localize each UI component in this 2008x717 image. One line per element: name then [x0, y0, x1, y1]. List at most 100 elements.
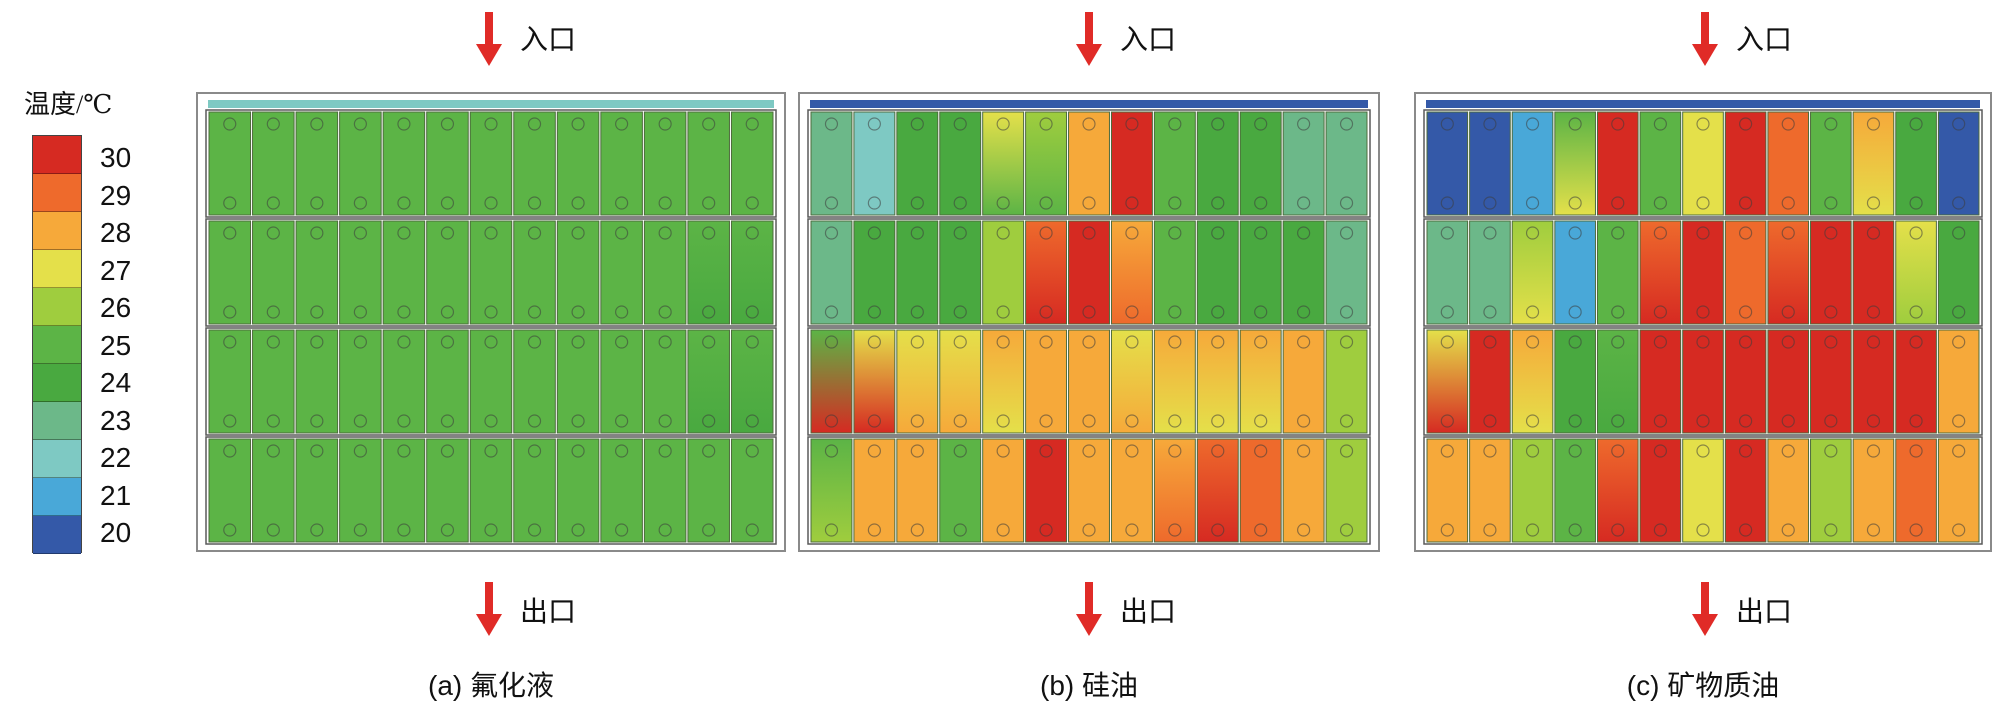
battery-cell: [853, 220, 896, 325]
battery-cell: [556, 111, 600, 216]
battery-cell: [1852, 329, 1895, 434]
legend-tick-label: 29: [100, 179, 132, 211]
terminal-icon: [702, 305, 716, 319]
battery-cell: [513, 220, 556, 325]
terminal-icon: [1483, 117, 1497, 131]
terminal-icon: [1696, 226, 1710, 240]
terminal-icon: [266, 444, 280, 458]
terminal-icon: [266, 117, 280, 131]
terminal-icon: [1824, 305, 1838, 319]
terminal-icon: [615, 523, 629, 537]
terminal-icon: [1483, 444, 1497, 458]
battery-cell: [600, 329, 643, 434]
terminal-icon: [266, 523, 280, 537]
battery-cell: [643, 438, 687, 543]
terminal-icon: [1440, 335, 1454, 349]
terminal-icon: [397, 305, 411, 319]
terminal-icon: [1082, 117, 1096, 131]
terminal-icon: [615, 305, 629, 319]
terminal-icon: [527, 414, 542, 428]
battery-cell: [1895, 329, 1937, 434]
terminal-icon: [1339, 226, 1354, 240]
terminal-icon: [223, 117, 237, 131]
battery-cell: [339, 111, 382, 216]
terminal-icon: [1739, 414, 1753, 428]
terminal-icon: [1339, 305, 1354, 319]
terminal-icon: [1525, 523, 1540, 537]
terminal-icon: [266, 305, 280, 319]
battery-cell: [1068, 438, 1110, 543]
terminal-icon: [996, 117, 1010, 131]
terminal-icon: [1611, 226, 1625, 240]
terminal-icon: [484, 305, 498, 319]
battery-cell: [1282, 329, 1325, 434]
terminal-icon: [353, 196, 367, 210]
terminal-icon: [527, 335, 542, 349]
terminal-icon: [397, 523, 411, 537]
battery-cell: [295, 111, 339, 216]
terminal-icon: [1168, 117, 1182, 131]
battery-cell: [1511, 111, 1554, 216]
terminal-icon: [440, 414, 455, 428]
terminal-icon: [1168, 226, 1182, 240]
module-row: [205, 218, 777, 327]
terminal-icon: [1611, 335, 1625, 349]
terminal-icon: [824, 305, 839, 319]
terminal-icon: [996, 523, 1010, 537]
battery-cell: [295, 438, 339, 543]
legend-title: 温度/℃: [24, 90, 113, 119]
legend-tick-label: 28: [100, 217, 132, 248]
terminal-icon: [1525, 305, 1540, 319]
terminal-icon: [658, 414, 672, 428]
terminal-icon: [1824, 444, 1838, 458]
terminal-icon: [1824, 226, 1838, 240]
battery-cell: [1511, 438, 1554, 543]
terminal-icon: [658, 226, 672, 240]
battery-cell: [1767, 111, 1810, 216]
terminal-icon: [484, 414, 498, 428]
battery-cell: [295, 220, 339, 325]
battery-cell: [382, 220, 426, 325]
terminal-icon: [1909, 226, 1923, 240]
terminal-icon: [745, 444, 759, 458]
battery-cell: [339, 329, 382, 434]
terminal-icon: [266, 226, 280, 240]
terminal-icon: [310, 117, 324, 131]
module-row: [205, 109, 777, 218]
battery-cell: [1724, 438, 1767, 543]
battery-cell: [382, 111, 426, 216]
module-row: [1423, 218, 1983, 327]
terminal-icon: [1611, 523, 1625, 537]
battery-cell: [1554, 438, 1596, 543]
terminal-icon: [1696, 196, 1710, 210]
terminal-icon: [1611, 414, 1625, 428]
terminal-icon: [1525, 414, 1540, 428]
battery-cell: [1068, 111, 1110, 216]
terminal-icon: [953, 117, 967, 131]
terminal-icon: [702, 444, 716, 458]
terminal-icon: [1440, 414, 1454, 428]
terminal-icon: [1952, 414, 1966, 428]
terminal-icon: [1125, 523, 1139, 537]
battery-cell: [1554, 220, 1596, 325]
terminal-icon: [1297, 117, 1311, 131]
battery-pack-frame: [1414, 92, 1992, 552]
battery-cell: [1426, 111, 1469, 216]
module-row: [1423, 436, 1983, 545]
terminal-icon: [353, 117, 367, 131]
terminal-icon: [996, 335, 1010, 349]
battery-cell: [982, 329, 1025, 434]
inlet-arrow-icon: [1076, 12, 1102, 66]
terminal-icon: [310, 335, 324, 349]
battery-cell: [1895, 438, 1937, 543]
terminal-icon: [440, 523, 455, 537]
terminal-icon: [996, 226, 1010, 240]
terminal-icon: [440, 444, 455, 458]
battery-cell: [469, 220, 513, 325]
outlet-label: 出口: [520, 597, 577, 628]
battery-cell: [1469, 329, 1511, 434]
battery-cell: [853, 111, 896, 216]
battery-cell: [556, 220, 600, 325]
battery-cell: [513, 438, 556, 543]
battery-cell: [1895, 220, 1937, 325]
